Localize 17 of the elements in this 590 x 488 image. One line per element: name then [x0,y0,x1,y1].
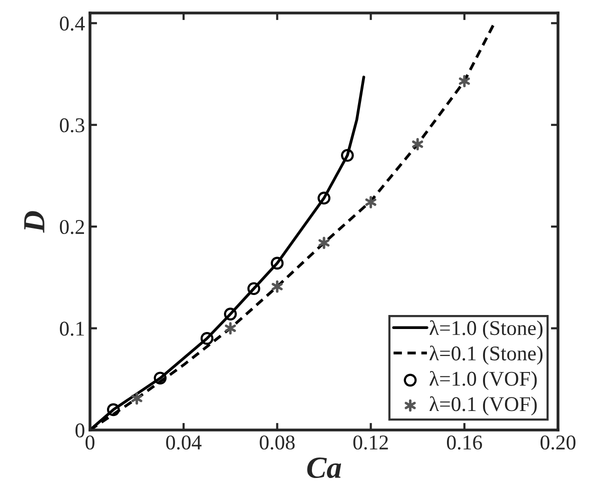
legend-label: λ=1.0 (Stone) [430,320,543,340]
y-tick-label: 0.1 [60,322,84,336]
legend-label: λ=0.1 (VOF) [430,396,537,416]
y-tick-label: 0.2 [60,220,84,234]
y-tick-label: 0 [76,423,84,438]
y-axis-title: D [24,211,44,233]
x-tick-label: 0.08 [260,435,295,450]
y-tick-label: 0.3 [60,118,84,132]
x-tick-label: 0.04 [166,435,202,450]
x-tick-label: 0.16 [446,435,482,450]
x-axis-title: Ca [307,458,342,478]
y-tick-label: 0.4 [60,16,85,31]
legend-label: λ=1.0 (VOF) [430,370,537,390]
x-tick-label: 0 [86,435,94,450]
x-tick-label: 0.20 [540,435,576,450]
legend-label: λ=0.1 (Stone) [430,346,543,365]
x-tick-label: 0.12 [353,435,388,450]
